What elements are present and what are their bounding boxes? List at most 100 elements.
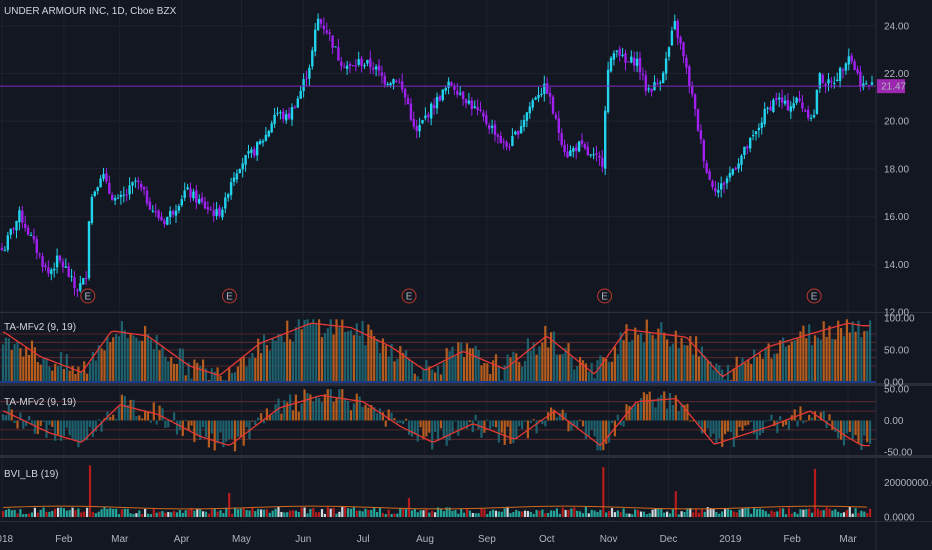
- x-tick-label: Jun: [295, 534, 311, 545]
- candle-body: [702, 140, 705, 162]
- x-tick-label: Nov: [600, 534, 618, 545]
- mf-bar: [381, 338, 384, 382]
- candle-body: [247, 151, 250, 154]
- y-tick-label: 50.00: [884, 385, 909, 396]
- last-price-tag: [877, 79, 905, 94]
- candle-body: [664, 58, 668, 74]
- mf-bar: [819, 339, 822, 382]
- mf-bar: [431, 420, 434, 450]
- volume-bar: [721, 511, 724, 517]
- candle-body: [482, 112, 485, 117]
- mf-bar: [146, 333, 150, 382]
- mf-bar: [402, 420, 405, 425]
- x-tick-label: Oct: [539, 534, 555, 545]
- volume-bar: [445, 507, 448, 517]
- volume-bar: [91, 512, 94, 517]
- mf-bar: [341, 389, 344, 421]
- mf-bar: [289, 339, 292, 382]
- mf-bar: [724, 379, 727, 382]
- mf-bar: [854, 331, 857, 382]
- mf-bar: [407, 359, 411, 382]
- mf-bar: [254, 358, 257, 382]
- candle-body: [641, 74, 645, 76]
- mf-bar: [616, 414, 619, 421]
- mf-bar: [848, 420, 851, 432]
- volume-bar: [228, 492, 231, 517]
- volume-bar: [309, 508, 312, 517]
- volume-bar: [190, 507, 193, 517]
- volume-bar: [489, 511, 492, 517]
- mf-bar: [425, 360, 428, 382]
- volume-bar: [248, 510, 251, 517]
- candle-body: [93, 191, 96, 196]
- volume-bar: [132, 513, 135, 517]
- candle-body: [186, 187, 189, 190]
- candle-body: [174, 210, 178, 216]
- mf-bar: [42, 358, 45, 382]
- mf-bar: [631, 407, 634, 421]
- mf-bar: [787, 420, 790, 430]
- volume-bar: [581, 513, 585, 517]
- mf-bar: [660, 322, 663, 382]
- volume-bar: [222, 513, 225, 517]
- earnings-marker: [597, 288, 613, 304]
- volume-bar: [628, 513, 631, 517]
- volume-bar: [712, 508, 715, 517]
- volume-bar: [674, 491, 677, 517]
- candle-body: [488, 125, 491, 129]
- mf-bar: [123, 330, 126, 382]
- mf-bar: [187, 420, 190, 431]
- mf-bar: [805, 338, 808, 382]
- mf-bar: [16, 420, 19, 429]
- candle-body: [195, 190, 198, 203]
- mf-bar: [503, 420, 506, 445]
- mf-bar: [587, 420, 590, 437]
- volume-bar: [532, 513, 535, 517]
- candle-body: [47, 267, 50, 274]
- mf-bar: [463, 357, 466, 382]
- volume-bar: [718, 513, 721, 517]
- candle-body: [737, 163, 740, 169]
- candle-body: [505, 142, 508, 147]
- mf-bar: [489, 420, 492, 430]
- candle-body: [218, 207, 221, 216]
- mf-bar: [71, 365, 74, 382]
- bvi-pane[interactable]: [1, 465, 872, 517]
- volume-bar: [7, 508, 10, 517]
- candle-body: [833, 82, 836, 84]
- candle-body: [206, 207, 210, 210]
- mf-bar: [318, 319, 321, 382]
- mf-bar: [219, 376, 222, 382]
- mf-pane-2[interactable]: [0, 389, 876, 452]
- volume-bar: [634, 509, 637, 517]
- volume-bar: [828, 508, 831, 517]
- mf-bar: [120, 394, 123, 421]
- mf-bar: [512, 351, 515, 382]
- volume-bar: [28, 513, 31, 517]
- candle-body: [528, 106, 531, 114]
- mf-bar: [329, 389, 332, 421]
- mf-bar: [294, 394, 297, 421]
- mf-bar: [4, 415, 7, 421]
- mf-bar: [532, 419, 535, 421]
- candle-body: [838, 67, 842, 81]
- volume-bar: [396, 513, 399, 517]
- mf-bar: [840, 420, 843, 440]
- mf-bar: [625, 404, 628, 421]
- mf-bar: [494, 354, 498, 382]
- pane-separator: [0, 383, 932, 386]
- mf-pane-1[interactable]: [0, 319, 876, 384]
- mf-bar: [390, 344, 393, 382]
- candle-body: [731, 169, 734, 175]
- mf-bar: [584, 363, 587, 382]
- mf-bar: [320, 402, 324, 421]
- mf-bar: [657, 328, 660, 382]
- mf-bar: [523, 360, 527, 382]
- candle-body: [647, 88, 650, 90]
- mf-bar: [581, 420, 585, 427]
- mf-bar: [202, 420, 205, 428]
- candle-body: [238, 169, 241, 173]
- volume-bar: [860, 510, 863, 517]
